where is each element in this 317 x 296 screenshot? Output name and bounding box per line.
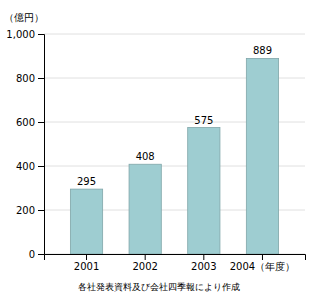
y-axis-label: （億円） [4, 12, 44, 23]
y-tick-mark [38, 210, 44, 211]
y-tick: 200 [16, 205, 44, 216]
y-tick: 800 [16, 73, 44, 84]
data-label: 575 [194, 115, 213, 126]
y-axis-line [38, 35, 45, 255]
y-tick: 1,000 [6, 29, 44, 40]
y-tick: 400 [16, 161, 44, 172]
x-tick-label: 2003 [191, 261, 216, 272]
y-tick-mark [38, 166, 44, 167]
data-label: 889 [253, 45, 272, 56]
y-tick: 0 [29, 249, 44, 260]
x-tick-mark [145, 254, 146, 260]
bar [188, 128, 220, 255]
x-tick-mark [203, 254, 204, 260]
x-tick: 2003 [191, 254, 216, 272]
x-tick-label: 2004（年度） [230, 261, 295, 272]
y-tick: 600 [16, 117, 44, 128]
y-tick-mark [38, 34, 44, 35]
x-tick: 2001 [74, 254, 99, 272]
x-tick: 2004（年度） [230, 254, 295, 272]
x-tick-mark [86, 254, 87, 260]
grid-line [44, 34, 305, 35]
y-tick-label: 400 [16, 161, 35, 172]
y-tick-mark [38, 122, 44, 123]
grid [44, 34, 305, 254]
y-tick-label: 1,000 [6, 29, 35, 40]
y-tick-label: 200 [16, 205, 35, 216]
y-tick-mark [38, 254, 44, 255]
x-tick-mark [262, 254, 263, 260]
x-tick: 2002 [132, 254, 157, 272]
x-axis-line [45, 255, 306, 261]
x-axis: 2001 2002 2003 2004（年度） [45, 254, 306, 272]
bar [70, 189, 102, 254]
x-tick-label: 2002 [132, 261, 157, 272]
data-label: 408 [136, 151, 155, 162]
bars [70, 58, 278, 254]
bar [129, 164, 161, 254]
bar [246, 58, 278, 254]
y-tick-mark [38, 78, 44, 79]
chart-svg: 29540857588902004006008001,0002001200220… [0, 0, 317, 296]
y-tick-label: 800 [16, 73, 35, 84]
x-tick-label: 2001 [74, 261, 99, 272]
data-labels: 295 408 575 889 [77, 45, 272, 187]
footnote: 各社発表資料及び会社四季報により作成 [78, 282, 240, 292]
data-label: 295 [77, 176, 96, 187]
chart-container: 29540857588902004006008001,0002001200220… [0, 0, 317, 296]
y-tick-label: 600 [16, 117, 35, 128]
y-axis: 0 200 400 600 800 1,000 [6, 29, 44, 260]
y-tick-label: 0 [29, 249, 35, 260]
